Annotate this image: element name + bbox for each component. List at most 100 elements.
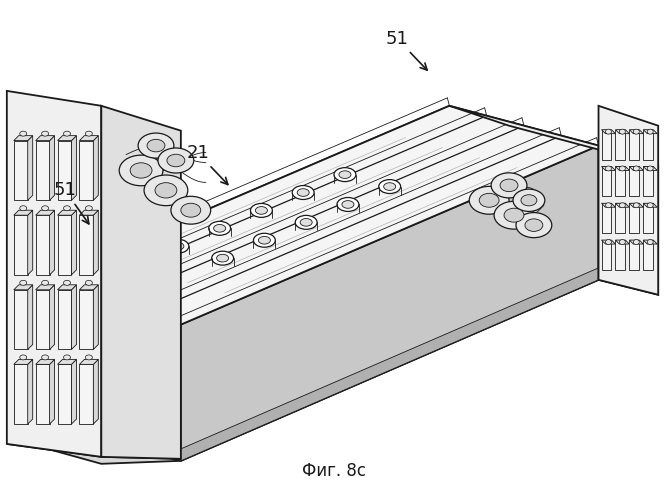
Polygon shape (14, 364, 27, 424)
Ellipse shape (339, 171, 351, 178)
Ellipse shape (138, 133, 174, 158)
Ellipse shape (342, 200, 354, 208)
Polygon shape (49, 136, 55, 200)
Polygon shape (14, 136, 33, 140)
Polygon shape (601, 166, 611, 196)
Ellipse shape (295, 216, 317, 230)
Polygon shape (94, 210, 98, 275)
Polygon shape (27, 360, 33, 424)
Ellipse shape (494, 202, 534, 229)
Polygon shape (615, 204, 629, 207)
Polygon shape (629, 166, 643, 170)
Polygon shape (71, 210, 76, 275)
Polygon shape (31, 106, 599, 324)
Polygon shape (79, 136, 98, 140)
Ellipse shape (63, 280, 70, 285)
Ellipse shape (144, 175, 188, 206)
Polygon shape (31, 412, 181, 461)
Ellipse shape (20, 355, 27, 360)
Polygon shape (643, 130, 653, 160)
Polygon shape (57, 360, 76, 364)
Polygon shape (12, 285, 31, 439)
Ellipse shape (216, 254, 228, 262)
Ellipse shape (525, 219, 543, 232)
Polygon shape (615, 204, 625, 233)
Ellipse shape (605, 166, 611, 171)
Polygon shape (14, 215, 27, 275)
Polygon shape (49, 210, 55, 275)
Polygon shape (643, 166, 653, 196)
Polygon shape (35, 290, 49, 350)
Polygon shape (629, 130, 643, 134)
Ellipse shape (647, 240, 653, 244)
Ellipse shape (255, 206, 267, 214)
Ellipse shape (633, 203, 639, 207)
Ellipse shape (250, 204, 273, 218)
Polygon shape (601, 240, 615, 244)
Polygon shape (27, 136, 33, 200)
Polygon shape (601, 204, 611, 233)
Ellipse shape (20, 206, 27, 210)
Polygon shape (31, 240, 599, 461)
Ellipse shape (167, 240, 189, 253)
Polygon shape (14, 360, 33, 364)
Polygon shape (94, 285, 98, 350)
Ellipse shape (63, 131, 70, 136)
Ellipse shape (383, 182, 395, 190)
Ellipse shape (147, 140, 165, 152)
Ellipse shape (605, 203, 611, 207)
Text: 51: 51 (53, 182, 89, 224)
Ellipse shape (300, 218, 312, 226)
Ellipse shape (212, 251, 234, 265)
Polygon shape (615, 130, 629, 134)
Ellipse shape (633, 129, 639, 134)
Polygon shape (601, 240, 611, 270)
Ellipse shape (41, 280, 49, 285)
Ellipse shape (63, 355, 70, 360)
Polygon shape (35, 215, 49, 275)
Ellipse shape (86, 206, 92, 210)
Ellipse shape (521, 194, 537, 206)
Ellipse shape (41, 355, 49, 360)
Polygon shape (57, 285, 76, 290)
Polygon shape (71, 360, 76, 424)
Ellipse shape (647, 166, 653, 171)
Polygon shape (27, 210, 33, 275)
Polygon shape (643, 240, 657, 244)
Ellipse shape (504, 208, 524, 222)
Ellipse shape (155, 182, 177, 198)
Polygon shape (629, 240, 639, 270)
Polygon shape (615, 166, 629, 170)
Ellipse shape (167, 154, 185, 167)
Polygon shape (57, 290, 71, 350)
Polygon shape (79, 360, 98, 364)
Polygon shape (79, 210, 98, 215)
Polygon shape (35, 360, 55, 364)
Polygon shape (14, 285, 33, 290)
Ellipse shape (253, 234, 275, 247)
Polygon shape (37, 232, 594, 449)
Ellipse shape (633, 166, 639, 171)
Ellipse shape (20, 280, 27, 285)
Polygon shape (79, 364, 94, 424)
Polygon shape (79, 290, 94, 350)
Polygon shape (35, 140, 49, 200)
Polygon shape (71, 136, 76, 200)
Ellipse shape (500, 179, 518, 192)
Ellipse shape (647, 129, 653, 134)
Polygon shape (643, 204, 653, 233)
Polygon shape (14, 210, 33, 215)
Ellipse shape (619, 240, 625, 244)
Polygon shape (181, 268, 599, 461)
Polygon shape (181, 146, 599, 461)
Polygon shape (629, 204, 639, 233)
Polygon shape (643, 166, 657, 170)
Polygon shape (615, 166, 625, 196)
Ellipse shape (469, 186, 509, 214)
Ellipse shape (619, 166, 625, 171)
Polygon shape (57, 136, 76, 140)
Polygon shape (79, 140, 94, 200)
Ellipse shape (292, 186, 314, 200)
Ellipse shape (41, 206, 49, 210)
Polygon shape (35, 210, 55, 215)
